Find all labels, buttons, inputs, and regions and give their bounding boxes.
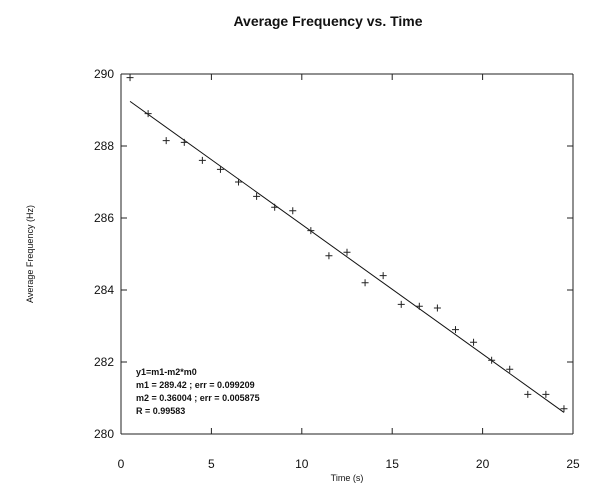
data-point-marker xyxy=(144,110,152,118)
x-tick-label: 10 xyxy=(295,457,309,471)
data-point-marker xyxy=(343,248,351,256)
x-tick-label: 25 xyxy=(566,457,580,471)
data-point-marker xyxy=(542,390,550,398)
data-point-marker xyxy=(253,192,261,200)
data-point-marker xyxy=(235,178,243,186)
data-point-marker xyxy=(470,338,478,346)
y-tick-label: 284 xyxy=(94,283,114,297)
chart-title: Average Frequency vs. Time xyxy=(233,13,422,29)
data-point-marker xyxy=(198,156,206,164)
data-point-marker xyxy=(506,365,514,373)
data-point-marker xyxy=(126,74,134,82)
data-point-marker xyxy=(451,326,459,334)
tick-labels: 0 5 10 15 20 25 280 282 284 286 288 290 xyxy=(94,67,580,471)
y-tick-label: 280 xyxy=(94,427,114,441)
x-axis-label: Time (s) xyxy=(331,473,364,483)
axis-ticks xyxy=(120,73,574,435)
data-point-marker xyxy=(325,252,333,260)
data-point-marker xyxy=(397,300,405,308)
y-axis-label: Average Frequency (Hz) xyxy=(25,205,35,303)
data-point-marker xyxy=(307,227,315,235)
fit-line xyxy=(129,100,565,413)
x-tick-label: 5 xyxy=(208,457,215,471)
data-point-marker xyxy=(433,304,441,312)
data-point-marker xyxy=(216,165,224,173)
fit-m1-text: m1 = 289.42 ; err = 0.099209 xyxy=(136,380,255,390)
x-tick-label: 15 xyxy=(386,457,400,471)
y-tick-label: 286 xyxy=(94,211,114,225)
fit-m2-text: m2 = 0.36004 ; err = 0.005875 xyxy=(136,393,260,403)
plot-frame xyxy=(120,73,574,435)
fit-equation-text: y1=m1-m2*m0 xyxy=(136,367,197,377)
data-point-marker xyxy=(379,272,387,280)
data-point-marker xyxy=(560,405,568,413)
data-point-marker xyxy=(488,356,496,364)
x-tick-label: 0 xyxy=(118,457,125,471)
x-tick-label: 20 xyxy=(476,457,490,471)
data-point-marker xyxy=(361,279,369,287)
data-point-marker xyxy=(180,138,188,146)
data-point-marker xyxy=(415,302,423,310)
data-point-marker xyxy=(289,207,297,215)
data-points xyxy=(126,74,568,413)
fit-annotation: y1=m1-m2*m0 m1 = 289.42 ; err = 0.099209… xyxy=(136,367,260,416)
data-point-marker xyxy=(271,203,279,211)
data-point-marker xyxy=(524,390,532,398)
data-point-marker xyxy=(162,137,170,145)
fit-r-text: R = 0.99583 xyxy=(136,406,185,416)
y-tick-label: 290 xyxy=(94,67,114,81)
y-tick-label: 288 xyxy=(94,139,114,153)
y-tick-label: 282 xyxy=(94,355,114,369)
fit-line-group xyxy=(129,100,565,413)
